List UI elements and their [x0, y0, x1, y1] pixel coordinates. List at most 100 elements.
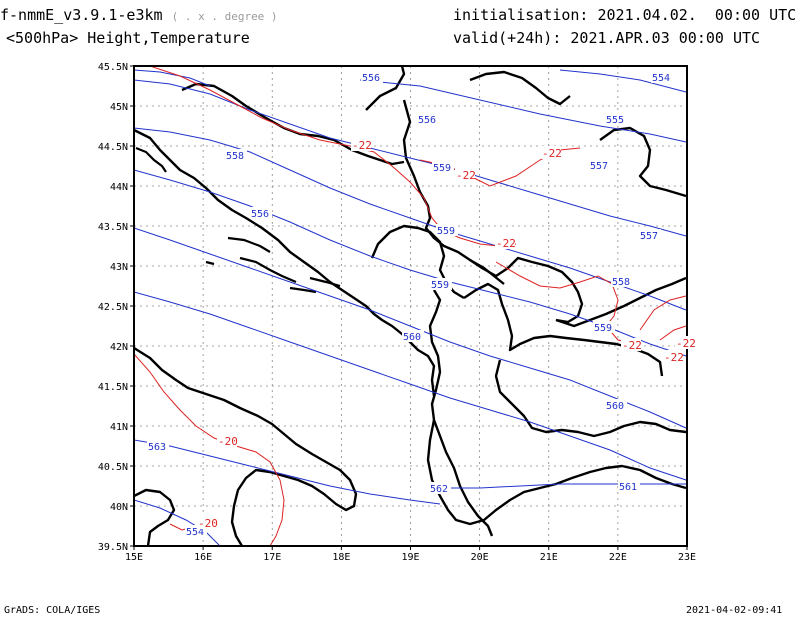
height-label-bg	[402, 330, 424, 342]
height-contour-label: 556	[251, 209, 269, 220]
serbia-border	[469, 256, 584, 324]
temp-label-bg	[351, 138, 371, 151]
level-label: <500hPa>	[6, 29, 79, 47]
height-label-bg	[611, 275, 633, 287]
lat-tick-label: 42.5N	[98, 302, 128, 313]
height-contour-label: 556	[362, 73, 380, 84]
height-contour-label: 558	[612, 277, 630, 288]
height-label-bg	[432, 161, 454, 173]
lon-tick-label: 20E	[471, 552, 489, 563]
height-contour-label: 557	[590, 161, 608, 172]
temperature-contour-label: -20	[218, 435, 238, 448]
height-contour-label: 560	[403, 332, 421, 343]
islands	[135, 146, 341, 294]
height-label-bg	[605, 399, 627, 411]
height-label-bg	[430, 278, 452, 290]
lat-tick-label: 41.5N	[98, 382, 128, 393]
init-value: 2021.04.02. 00:00 UTC	[597, 6, 797, 24]
lat-tick-label: 45.5N	[98, 62, 128, 73]
temp-label-bg	[197, 516, 217, 529]
height-contour-label: 559	[431, 280, 449, 291]
height-label-bg	[429, 482, 451, 494]
temperature-labels: -22-22-22-22-22-22-22-20-20	[197, 138, 696, 530]
height-contour-label: 559	[437, 226, 455, 237]
lat-tick-label: 44N	[110, 182, 128, 193]
lat-tick-label: 43.5N	[98, 222, 128, 233]
island-1	[135, 146, 167, 173]
height-contour-label: 560	[606, 401, 624, 412]
height-contour-label: 559	[594, 323, 612, 334]
lat-tick-label: 40N	[110, 502, 128, 513]
height-contour-label: 558	[226, 151, 244, 162]
height-contour-label: 556	[418, 115, 436, 126]
height-label-bg	[651, 71, 673, 83]
island-5	[289, 286, 317, 294]
greece-coast	[426, 419, 687, 526]
lon-tick-label: 22E	[609, 552, 627, 563]
height-label-bg	[250, 207, 272, 219]
valid-time: valid(+24h): 2021.APR.03 00:00 UTC	[453, 29, 760, 47]
height-label-bg	[147, 440, 169, 452]
lat-tick-label: 45N	[110, 102, 128, 113]
lon-tick-label: 18E	[332, 552, 350, 563]
lon-tick-label: 15E	[125, 552, 143, 563]
temp-label-bg	[663, 350, 683, 363]
lon-tick-label: 23E	[678, 552, 696, 563]
latitude-ticks: 45.5N 45N 44.5N 44N 43.5N 43N 42.5N 42N 41.5N 41N…	[98, 62, 134, 553]
temp-label-bg	[455, 168, 475, 181]
footer-credit: GrADS: COLA/IGES	[4, 605, 101, 616]
croatia-coast	[134, 128, 436, 397]
temperature-contour-label: -22	[676, 337, 696, 350]
height-contour-label: 557	[640, 231, 658, 242]
height-contour-label: 559	[433, 163, 451, 174]
temp-label-bg	[621, 338, 641, 351]
east-coast	[599, 126, 687, 198]
height-label-bg	[225, 149, 247, 161]
temperature-contour-label: -22	[542, 147, 562, 160]
lat-tick-label: 42N	[110, 342, 128, 353]
lat-tick-label: 41N	[110, 422, 128, 433]
height-contour-label: 561	[619, 482, 637, 493]
footer-timestamp: 2021-04-02-09:41	[686, 605, 783, 616]
height-label-bg	[618, 480, 640, 492]
lon-tick-label: 21E	[540, 552, 558, 563]
height-labels: 556 554 556 555 558 557 556 559 559 557 559 558 559 5…	[147, 71, 673, 538]
fields-label: Height,Temperature	[87, 29, 250, 47]
bulgaria-border	[555, 276, 687, 328]
model-title: f-nmmE_v3.9.1-e3km ( . x . degree )	[0, 6, 278, 24]
lat-tick-label: 44.5N	[98, 142, 128, 153]
height-contours	[134, 69, 687, 546]
height-label-bg	[639, 229, 661, 241]
italy-coast-east	[134, 346, 358, 546]
island-3	[205, 260, 215, 266]
longitude-ticks: 15E 16E 17E 18E 19E 20E 21E 22E 23E	[125, 546, 696, 563]
height-contour-label: 562	[430, 484, 448, 495]
island-6	[309, 276, 341, 288]
temperature-contour-label: -22	[664, 351, 684, 364]
height-contour-label: 554	[652, 73, 670, 84]
lon-tick-label: 19E	[401, 552, 419, 563]
temperature-contour-label: -22	[622, 339, 642, 352]
danube	[469, 70, 571, 106]
init-label: initialisation:	[453, 6, 589, 24]
temperature-contour-label: -20	[198, 517, 218, 530]
temperature-contour-label: -22	[496, 237, 516, 250]
height-label-bg	[436, 224, 458, 236]
temp-label-bg	[541, 146, 561, 159]
height-label-bg	[361, 71, 383, 83]
macedonia-border	[463, 282, 664, 377]
temp-label-bg	[495, 236, 515, 249]
height-contour-label: 554	[186, 527, 204, 538]
valid-label: valid(+24h):	[453, 29, 562, 47]
lat-tick-label: 40.5N	[98, 462, 128, 473]
field-title: <500hPa> Height,Temperature	[6, 29, 250, 47]
height-label-bg	[417, 113, 439, 125]
height-label-bg	[593, 321, 615, 333]
temp-label-bg	[217, 434, 237, 447]
lat-tick-label: 43N	[110, 262, 128, 273]
valid-value: 2021.APR.03 00:00 UTC	[570, 29, 761, 47]
bosnia-border	[181, 82, 405, 166]
height-label-bg	[589, 159, 611, 171]
model-name: f-nmmE_v3.9.1-e3km	[0, 6, 163, 24]
